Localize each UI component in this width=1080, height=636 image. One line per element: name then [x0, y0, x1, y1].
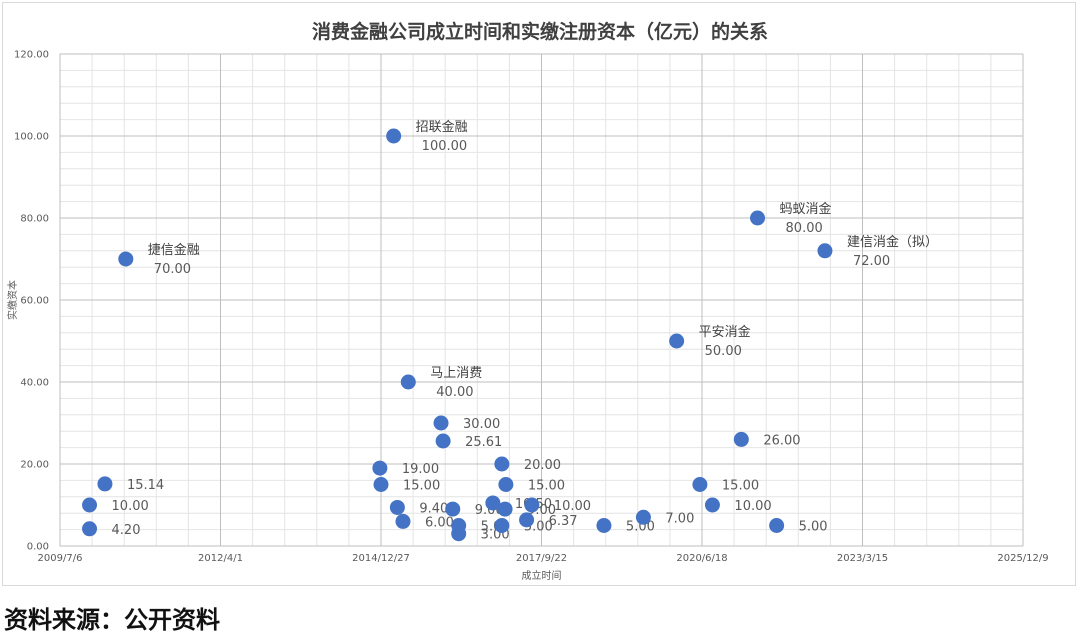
- point-name-label: 蚂蚁消金: [780, 201, 832, 217]
- data-point: [395, 513, 411, 529]
- y-tick-label: 40.00: [20, 378, 49, 389]
- data-point: [769, 518, 785, 533]
- data-point: [817, 243, 833, 259]
- data-point: [635, 509, 651, 525]
- data-point: [596, 518, 612, 533]
- source-note: 资料来源：公开资料: [4, 606, 220, 634]
- point-name-label: 招联金融: [416, 119, 468, 135]
- data-point: [373, 477, 389, 492]
- y-axis-title: 实缴资本: [6, 280, 19, 320]
- point-value-label: 70.00: [154, 262, 191, 277]
- point-value-label: 5.00: [799, 520, 828, 535]
- data-point: [497, 501, 513, 517]
- y-tick-label: 120.00: [14, 50, 49, 61]
- y-tick-label: 20.00: [20, 460, 49, 471]
- data-point: [97, 476, 113, 492]
- data-point: [524, 497, 540, 513]
- point-value-label: 25.61: [465, 435, 502, 450]
- data-point: [494, 456, 510, 472]
- point-value-label: 6.37: [549, 514, 578, 529]
- point-value-label: 9.40: [419, 501, 448, 516]
- point-value-label: 40.00: [436, 385, 473, 400]
- point-value-label: 50.00: [705, 344, 742, 359]
- point-value-label: 15.00: [722, 479, 759, 494]
- point-value-label: 30.00: [463, 417, 500, 432]
- point-value-label: 15.00: [403, 479, 440, 494]
- point-value-label: 15.14: [127, 478, 164, 493]
- point-value-label: 20.00: [524, 458, 561, 473]
- point-value-label: 72.00: [853, 254, 890, 269]
- y-tick-label: 100.00: [14, 132, 49, 143]
- point-value-label: 7.00: [665, 511, 694, 526]
- x-tick-label: 2014/12/27: [352, 553, 410, 564]
- point-value-label: 10.00: [112, 499, 149, 514]
- data-point: [494, 518, 510, 533]
- data-point: [669, 333, 685, 349]
- data-point: [389, 499, 405, 515]
- point-value-label: 80.00: [786, 221, 823, 236]
- data-point: [704, 497, 720, 513]
- point-name-label: 马上消费: [430, 366, 482, 381]
- data-point: [750, 210, 766, 226]
- point-value-label: 6.00: [425, 515, 454, 530]
- x-axis-title: 成立时间: [522, 569, 562, 582]
- data-point: [82, 497, 98, 513]
- point-value-label: 4.20: [112, 523, 141, 538]
- data-point: [445, 501, 461, 517]
- x-tick-label: 2017/9/22: [516, 553, 567, 564]
- point-value-label: 15.00: [528, 479, 565, 494]
- x-tick-label: 2020/6/18: [676, 553, 727, 564]
- point-value-label: 19.00: [402, 462, 439, 477]
- y-tick-label: 0.00: [27, 542, 49, 553]
- data-point: [692, 477, 708, 492]
- chart-title: 消费金融公司成立时间和实缴注册资本（亿元）的关系: [311, 21, 768, 43]
- point-name-label: 建信消金（拟）: [847, 234, 938, 250]
- data-point: [400, 374, 416, 390]
- point-value-label: 10.00: [734, 499, 771, 514]
- point-name-label: 捷信金融: [148, 242, 200, 258]
- data-point: [82, 521, 98, 537]
- data-point: [451, 526, 467, 542]
- point-value-label: 10.00: [554, 499, 591, 514]
- y-tick-label: 80.00: [20, 214, 49, 225]
- x-tick-label: 2025/12/9: [997, 553, 1048, 564]
- data-point: [118, 251, 134, 267]
- data-point: [433, 415, 449, 431]
- data-point: [485, 495, 501, 511]
- data-point: [435, 433, 451, 449]
- scatter-plot: 2009/7/6 2012/4/1 2014/12/27 2017/9/22 2020/…: [6, 50, 1049, 583]
- point-value-label: 26.00: [763, 433, 800, 448]
- y-tick-label: 60.00: [20, 296, 49, 307]
- point-value-label: 100.00: [422, 139, 468, 154]
- x-tick-label: 2009/7/6: [38, 553, 83, 564]
- x-tick-label: 2023/3/15: [837, 553, 888, 564]
- x-tick-label: 2012/4/1: [198, 553, 243, 564]
- data-point: [733, 431, 749, 447]
- data-point: [519, 512, 535, 528]
- data-point: [386, 128, 402, 144]
- data-point: [372, 460, 388, 476]
- point-name-label: 平安消金: [699, 324, 751, 340]
- data-point: [498, 477, 514, 492]
